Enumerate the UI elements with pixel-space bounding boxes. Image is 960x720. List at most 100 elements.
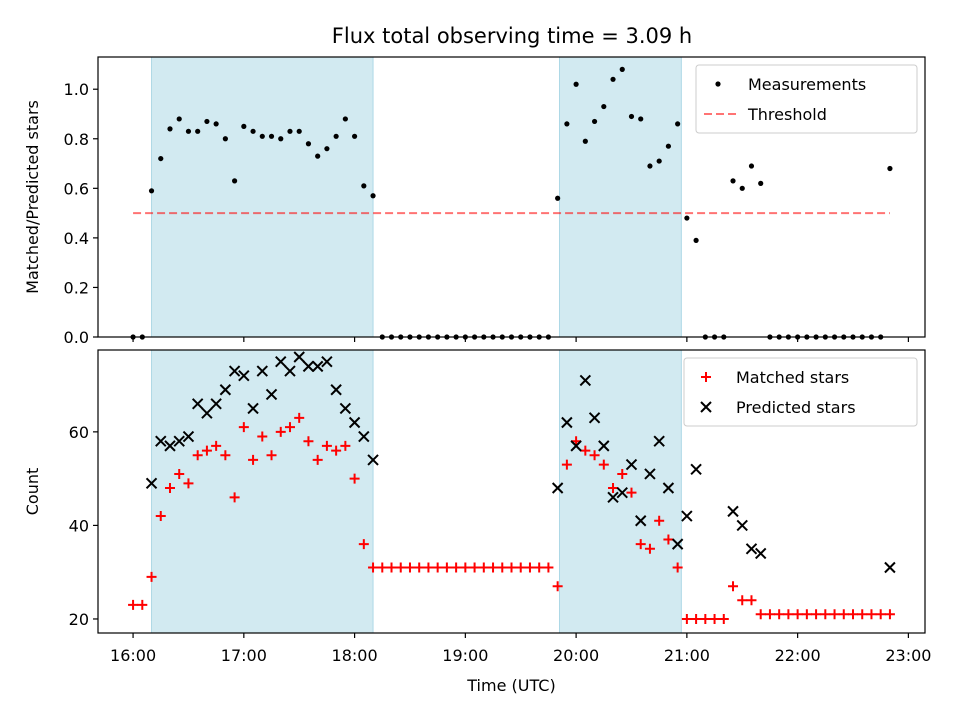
data-point [607,491,619,504]
data-point [709,613,720,624]
data-point [201,445,212,456]
y-tick-label: 20 [69,610,89,629]
data-point [561,416,573,429]
data-point [619,66,625,72]
data-point [801,609,812,620]
data-point [551,482,564,494]
data-point [174,468,185,479]
data-point [351,133,358,139]
data-point [580,445,591,456]
data-point [866,609,877,620]
data-point [774,609,785,620]
x-tick-label: 16:00 [110,646,156,665]
data-point [192,450,203,461]
data-point [561,459,572,470]
data-point [820,609,831,620]
data-point [247,402,259,415]
data-point [284,365,296,377]
legend: Measurements Threshold [695,64,918,134]
data-point [315,153,321,159]
legend: Matched stars Predicted stars [683,357,918,427]
data-point [213,121,219,127]
data-point [167,126,173,132]
data-point [653,435,665,447]
x-tick-label: 22:00 [775,646,821,665]
data-point [884,561,896,574]
data-point [340,440,351,451]
data-point [745,543,758,555]
data-point [302,360,315,373]
bottom-panel: 20 40 60 16:00 17:00 18:00 19:00 20:00 21:00 22:0… [23,349,931,695]
data-point [268,133,275,139]
data-point [294,412,305,423]
data-point [728,581,739,592]
y-tick-label: 0.6 [64,179,89,198]
data-point [488,562,499,573]
data-point [361,183,367,189]
y-tick-label: 0.8 [64,130,89,149]
data-point [296,128,302,134]
data-point [195,128,201,134]
data-point [792,609,803,620]
data-point [367,454,379,466]
data-point [146,571,157,582]
axes-frame [97,56,926,338]
data-point [210,398,222,410]
data-point [672,562,683,573]
data-point [588,412,601,424]
data-point [219,384,232,396]
data-point [331,445,342,456]
data-point [662,482,675,494]
data-point [287,128,293,134]
data-point [404,562,415,573]
data-point [256,365,268,377]
data-point [266,450,277,461]
y-tick-label: 60 [69,423,89,442]
data-point [232,178,238,184]
data-point [887,165,893,172]
data-point [598,440,610,452]
y-tick-label: 1.0 [64,80,89,99]
data-point [185,128,192,134]
data-point [358,430,370,443]
data-point [358,539,369,550]
data-point [552,581,563,592]
legend-label: Matched stars [736,368,849,387]
x-tick-label: 21:00 [664,646,710,665]
data-point [739,185,745,191]
data-point [250,128,256,134]
data-point [690,463,702,475]
data-point [164,440,176,452]
data-point [684,215,690,221]
data-point [275,426,286,437]
data-point [460,562,471,573]
data-point [432,562,443,573]
data-point [748,163,755,169]
data-point [497,562,508,573]
data-point [229,492,240,503]
x-tick-label: 17:00 [221,646,267,665]
data-point [515,562,526,573]
x-tick-label: 23:00 [885,646,931,665]
x-axis-label: Time (UTC) [466,676,555,695]
data-point [349,473,360,484]
data-point [164,482,175,493]
shaded-interval [151,56,374,338]
series-cross [145,351,896,574]
data-point [681,613,692,624]
data-point [730,178,736,184]
data-point [857,609,868,620]
data-point [675,121,681,127]
data-point [303,436,314,447]
data-point [555,195,561,201]
data-point [829,609,840,620]
data-point [764,609,775,620]
data-point [321,355,333,368]
data-point [211,440,222,451]
data-point [625,458,638,471]
axes-frame [97,349,926,634]
y-axis-label: Count [23,468,42,516]
data-point [758,180,764,186]
data-point [441,562,452,573]
data-point [324,146,330,152]
